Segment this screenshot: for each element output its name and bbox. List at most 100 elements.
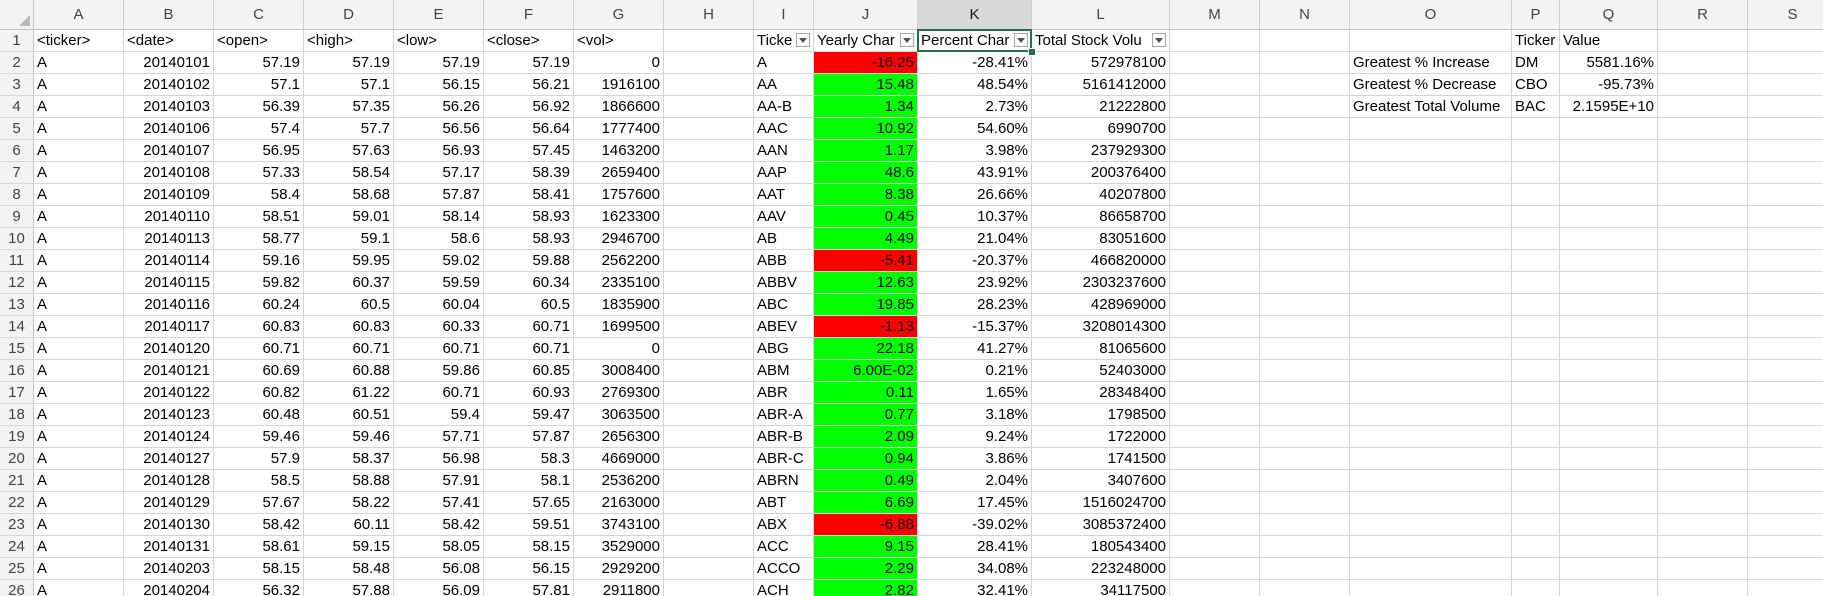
percent-change-cell[interactable]: 43.91%: [918, 162, 1032, 184]
empty-cell[interactable]: [1748, 294, 1823, 316]
empty-cell[interactable]: [1560, 250, 1658, 272]
summary-ticker-cell[interactable]: AAP: [754, 162, 814, 184]
data-cell-close[interactable]: 57.19: [484, 52, 574, 74]
data-cell-open[interactable]: 57.67: [214, 492, 304, 514]
data-cell-high[interactable]: 59.95: [304, 250, 394, 272]
row-header[interactable]: 7: [0, 162, 34, 184]
empty-cell[interactable]: [1512, 492, 1560, 514]
percent-change-cell[interactable]: 17.45%: [918, 492, 1032, 514]
data-cell-open[interactable]: 60.69: [214, 360, 304, 382]
empty-cell[interactable]: [1260, 228, 1350, 250]
data-cell-close[interactable]: 59.51: [484, 514, 574, 536]
empty-cell[interactable]: [1512, 206, 1560, 228]
data-cell-open[interactable]: 59.82: [214, 272, 304, 294]
empty-cell[interactable]: [1350, 448, 1512, 470]
row-header[interactable]: 6: [0, 140, 34, 162]
data-cell-vol[interactable]: 1777400: [574, 118, 664, 140]
summary-ticker-cell[interactable]: ABBV: [754, 272, 814, 294]
empty-cell[interactable]: [1350, 162, 1512, 184]
empty-cell[interactable]: [1560, 360, 1658, 382]
data-cell-high[interactable]: 60.71: [304, 338, 394, 360]
empty-cell[interactable]: [1512, 580, 1560, 596]
data-cell-high[interactable]: 58.48: [304, 558, 394, 580]
data-cell-low[interactable]: 58.14: [394, 206, 484, 228]
data-cell-low[interactable]: 56.09: [394, 580, 484, 596]
summary-ticker-cell[interactable]: ABEV: [754, 316, 814, 338]
data-cell-open[interactable]: 59.16: [214, 250, 304, 272]
total-volume-cell[interactable]: 1741500: [1032, 448, 1170, 470]
total-volume-cell[interactable]: 5161412000: [1032, 74, 1170, 96]
row-header[interactable]: 17: [0, 382, 34, 404]
empty-cell[interactable]: [664, 382, 754, 404]
empty-cell[interactable]: [1658, 426, 1748, 448]
empty-cell[interactable]: [1748, 96, 1823, 118]
data-cell-high[interactable]: 60.11: [304, 514, 394, 536]
data-cell-ticker[interactable]: A: [34, 96, 124, 118]
data-cell-low[interactable]: 57.87: [394, 184, 484, 206]
data-cell-open[interactable]: 57.19: [214, 52, 304, 74]
empty-cell[interactable]: [664, 514, 754, 536]
fill-handle[interactable]: [1028, 48, 1036, 56]
data-cell-high[interactable]: 58.22: [304, 492, 394, 514]
empty-cell[interactable]: [1512, 228, 1560, 250]
empty-cell[interactable]: [1748, 206, 1823, 228]
empty-cell[interactable]: [1512, 514, 1560, 536]
row-header[interactable]: 14: [0, 316, 34, 338]
empty-cell[interactable]: [1260, 206, 1350, 228]
data-cell-vol[interactable]: 1916100: [574, 74, 664, 96]
empty-cell[interactable]: [1260, 74, 1350, 96]
data-cell-high[interactable]: 57.1: [304, 74, 394, 96]
empty-cell[interactable]: [1350, 30, 1512, 52]
yearly-change-cell[interactable]: 22.18: [814, 338, 918, 360]
summary-ticker-cell[interactable]: ACCO: [754, 558, 814, 580]
column-header-f[interactable]: F: [484, 0, 574, 30]
empty-cell[interactable]: [1170, 580, 1260, 596]
data-cell-low[interactable]: 57.41: [394, 492, 484, 514]
data-cell-date[interactable]: 20140116: [124, 294, 214, 316]
empty-cell[interactable]: [1350, 184, 1512, 206]
empty-cell[interactable]: [1260, 162, 1350, 184]
data-cell-close[interactable]: 58.41: [484, 184, 574, 206]
yearly-change-cell[interactable]: -5.41: [814, 250, 918, 272]
total-volume-cell[interactable]: 52403000: [1032, 360, 1170, 382]
data-cell-high[interactable]: 60.83: [304, 316, 394, 338]
data-cell-vol[interactable]: 3529000: [574, 536, 664, 558]
data-cell-date[interactable]: 20140103: [124, 96, 214, 118]
greatest-value-cell[interactable]: 5581.16%: [1560, 52, 1658, 74]
data-cell-close[interactable]: 58.1: [484, 470, 574, 492]
empty-cell[interactable]: [1748, 448, 1823, 470]
row-header[interactable]: 13: [0, 294, 34, 316]
empty-cell[interactable]: [1658, 580, 1748, 596]
empty-cell[interactable]: [1748, 470, 1823, 492]
empty-cell[interactable]: [1658, 360, 1748, 382]
data-cell-high[interactable]: 57.7: [304, 118, 394, 140]
empty-cell[interactable]: [664, 228, 754, 250]
yearly-change-cell[interactable]: -16.25: [814, 52, 918, 74]
data-cell-low[interactable]: 56.56: [394, 118, 484, 140]
filter-dropdown-icon[interactable]: [900, 33, 914, 47]
empty-cell[interactable]: [1260, 404, 1350, 426]
data-cell-high[interactable]: 60.51: [304, 404, 394, 426]
row-header[interactable]: 21: [0, 470, 34, 492]
empty-cell[interactable]: [1512, 184, 1560, 206]
empty-cell[interactable]: [1260, 250, 1350, 272]
data-cell-close[interactable]: 57.65: [484, 492, 574, 514]
yearly-change-cell[interactable]: -1.13: [814, 316, 918, 338]
data-cell-vol[interactable]: 1757600: [574, 184, 664, 206]
data-cell-close[interactable]: 57.45: [484, 140, 574, 162]
data-cell-low[interactable]: 59.4: [394, 404, 484, 426]
column-header-d[interactable]: D: [304, 0, 394, 30]
yearly-change-cell[interactable]: 2.82: [814, 580, 918, 596]
total-volume-cell[interactable]: 466820000: [1032, 250, 1170, 272]
data-cell-ticker[interactable]: A: [34, 558, 124, 580]
data-cell-low[interactable]: 58.05: [394, 536, 484, 558]
data-cell-low[interactable]: 56.93: [394, 140, 484, 162]
data-cell-low[interactable]: 57.91: [394, 470, 484, 492]
total-volume-cell[interactable]: 180543400: [1032, 536, 1170, 558]
data-cell-vol[interactable]: 2911800: [574, 580, 664, 596]
percent-change-cell[interactable]: -39.02%: [918, 514, 1032, 536]
empty-cell[interactable]: [1260, 140, 1350, 162]
empty-cell[interactable]: [1512, 448, 1560, 470]
empty-cell[interactable]: [1560, 426, 1658, 448]
row-header[interactable]: 10: [0, 228, 34, 250]
